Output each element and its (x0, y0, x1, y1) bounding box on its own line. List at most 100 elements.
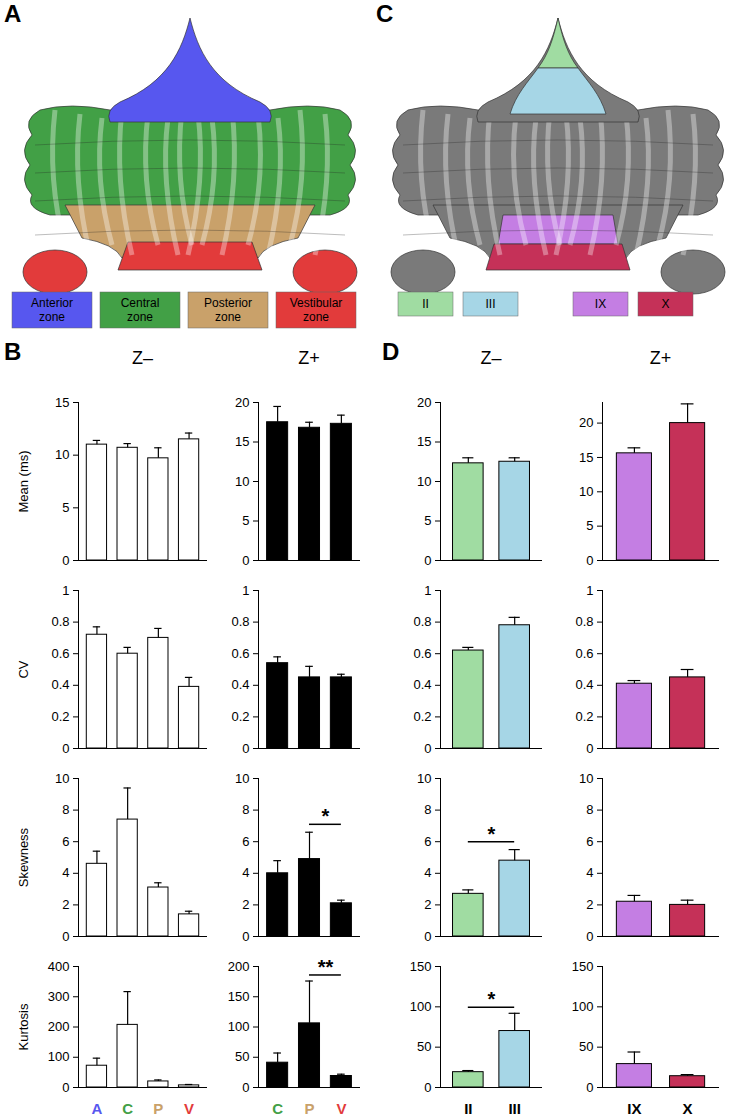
svg-text:0: 0 (424, 741, 431, 756)
svg-text:4: 4 (586, 865, 593, 880)
svg-text:20: 20 (417, 395, 431, 410)
svg-text:A: A (92, 1100, 103, 1117)
svg-text:4: 4 (62, 865, 69, 880)
svg-text:Mean (ms): Mean (ms) (16, 450, 31, 512)
svg-text:10: 10 (235, 474, 249, 489)
svg-text:200: 200 (228, 959, 250, 974)
svg-text:150: 150 (410, 959, 432, 974)
svg-text:150: 150 (572, 959, 594, 974)
svg-text:0.2: 0.2 (575, 709, 593, 724)
svg-text:2: 2 (242, 897, 249, 912)
svg-text:20: 20 (579, 415, 593, 430)
svg-text:Vestibularzone: Vestibularzone (290, 296, 343, 324)
svg-text:0: 0 (586, 553, 593, 568)
svg-text:**: ** (318, 956, 334, 978)
svg-text:0: 0 (586, 1080, 593, 1095)
svg-text:20: 20 (235, 395, 249, 410)
svg-text:0: 0 (586, 741, 593, 756)
svg-text:0.2: 0.2 (51, 709, 69, 724)
svg-text:10: 10 (579, 484, 593, 499)
svg-text:0: 0 (242, 553, 249, 568)
svg-text:100: 100 (572, 999, 594, 1014)
svg-text:150: 150 (228, 989, 250, 1004)
svg-text:0.8: 0.8 (51, 614, 69, 629)
svg-text:100: 100 (228, 1019, 250, 1034)
svg-text:0: 0 (424, 553, 431, 568)
svg-text:*: * (488, 823, 496, 845)
svg-text:5: 5 (242, 513, 249, 528)
svg-text:0.6: 0.6 (575, 646, 593, 661)
svg-text:II: II (464, 1100, 472, 1117)
svg-text:0: 0 (62, 741, 69, 756)
svg-text:0.4: 0.4 (413, 677, 431, 692)
svg-text:50: 50 (579, 1039, 593, 1054)
svg-text:0.2: 0.2 (231, 709, 249, 724)
svg-text:6: 6 (586, 834, 593, 849)
svg-text:0.6: 0.6 (231, 646, 249, 661)
svg-text:6: 6 (424, 834, 431, 849)
svg-text:10: 10 (417, 474, 431, 489)
svg-text:50: 50 (235, 1049, 249, 1064)
svg-text:10: 10 (55, 447, 69, 462)
svg-text:0: 0 (424, 929, 431, 944)
svg-text:*: * (488, 988, 496, 1010)
svg-text:IX: IX (627, 1100, 641, 1117)
svg-text:2: 2 (62, 897, 69, 912)
svg-text:0.4: 0.4 (231, 677, 249, 692)
svg-text:4: 4 (424, 865, 431, 880)
svg-text:P: P (304, 1100, 314, 1117)
svg-text:1: 1 (242, 583, 249, 598)
svg-text:Centralzone: Centralzone (121, 296, 160, 324)
svg-text:0.4: 0.4 (51, 677, 69, 692)
svg-text:10: 10 (235, 771, 249, 786)
svg-text:III: III (485, 297, 495, 311)
svg-text:IX: IX (595, 297, 606, 311)
svg-text:50: 50 (417, 1039, 431, 1054)
svg-text:400: 400 (48, 959, 70, 974)
svg-text:300: 300 (48, 989, 70, 1004)
svg-text:Posteriorzone: Posteriorzone (204, 296, 252, 324)
svg-text:X: X (683, 1100, 693, 1117)
svg-text:8: 8 (242, 802, 249, 817)
svg-text:6: 6 (242, 834, 249, 849)
svg-text:V: V (184, 1100, 194, 1117)
svg-text:100: 100 (410, 999, 432, 1014)
svg-text:III: III (508, 1100, 521, 1117)
svg-text:Anteriorzone: Anteriorzone (31, 296, 73, 324)
svg-text:0: 0 (62, 929, 69, 944)
svg-text:15: 15 (235, 434, 249, 449)
svg-text:0.6: 0.6 (413, 646, 431, 661)
svg-text:200: 200 (48, 1019, 70, 1034)
svg-text:10: 10 (417, 771, 431, 786)
svg-text:2: 2 (586, 897, 593, 912)
svg-text:10: 10 (579, 771, 593, 786)
svg-text:0: 0 (62, 553, 69, 568)
svg-text:X: X (661, 297, 669, 311)
svg-text:Skewness: Skewness (16, 827, 31, 887)
svg-text:0.8: 0.8 (413, 614, 431, 629)
svg-text:10: 10 (55, 771, 69, 786)
svg-text:5: 5 (424, 513, 431, 528)
svg-text:5: 5 (62, 500, 69, 515)
svg-text:0.2: 0.2 (413, 709, 431, 724)
svg-text:II: II (422, 297, 429, 311)
svg-text:Kurtosis: Kurtosis (16, 1003, 31, 1050)
svg-text:0: 0 (586, 929, 593, 944)
svg-text:15: 15 (417, 434, 431, 449)
svg-text:15: 15 (579, 450, 593, 465)
svg-text:C: C (272, 1100, 283, 1117)
svg-text:1: 1 (586, 583, 593, 598)
svg-text:P: P (153, 1100, 163, 1117)
svg-text:1: 1 (424, 583, 431, 598)
svg-text:1: 1 (62, 583, 69, 598)
svg-text:8: 8 (424, 802, 431, 817)
svg-text:*: * (322, 805, 330, 827)
svg-text:0.4: 0.4 (575, 677, 593, 692)
svg-text:5: 5 (586, 518, 593, 533)
svg-text:0.8: 0.8 (575, 614, 593, 629)
svg-text:8: 8 (62, 802, 69, 817)
svg-text:4: 4 (242, 865, 249, 880)
svg-text:6: 6 (62, 834, 69, 849)
svg-text:0: 0 (242, 1080, 249, 1095)
svg-text:8: 8 (586, 802, 593, 817)
